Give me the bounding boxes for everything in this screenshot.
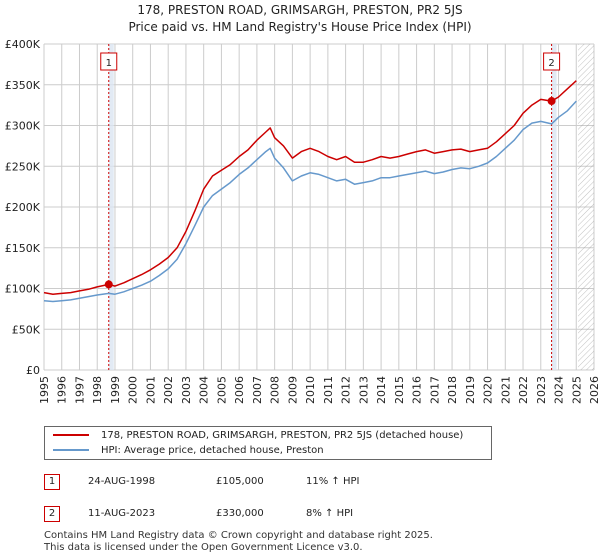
x-tick-label: 2025 [570, 376, 583, 404]
marker-box [100, 52, 118, 71]
x-tick-label: 2015 [393, 376, 406, 404]
legend-hpi-swatch [53, 449, 89, 451]
x-tick-label: 2007 [251, 376, 264, 404]
legend-item-hpi: HPI: Average price, detached house, Pres… [53, 443, 324, 459]
x-tick-label: 2013 [357, 376, 370, 404]
x-tick-label: 2003 [180, 376, 193, 404]
property-price-line [43, 80, 577, 295]
x-tick-label: 2000 [127, 376, 140, 404]
x-tick-label: 1996 [56, 376, 69, 404]
chart-legend: 178, PRESTON ROAD, GRIMSARGH, PRESTON, P… [44, 426, 492, 460]
legend-item-property: 178, PRESTON ROAD, GRIMSARGH, PRESTON, P… [53, 428, 463, 444]
x-tick-label: 1995 [38, 376, 51, 404]
x-tick-label: 2020 [482, 376, 495, 404]
attribution-footer: Contains HM Land Registry data © Crown c… [44, 530, 433, 554]
footer-copyright: Contains HM Land Registry data © Crown c… [44, 530, 433, 541]
transaction-hpi-diff: 8% ↑ HPI [306, 508, 354, 519]
x-tick-label: 2023 [535, 376, 548, 404]
marker-band [551, 44, 557, 370]
y-tick-label: £0 [26, 364, 40, 377]
y-tick-label: £100K [5, 283, 41, 296]
y-tick-label: £150K [5, 242, 41, 255]
transaction-date: 11-AUG-2023 [88, 508, 156, 519]
marker-number: 1 [106, 58, 112, 69]
future-hatch-region [578, 44, 594, 370]
x-tick-label: 2012 [340, 376, 353, 404]
transaction-number-badge: 1 [44, 474, 60, 490]
footer-licence: This data is licensed under the Open Gov… [44, 542, 363, 553]
x-tick-label: 2006 [233, 376, 246, 404]
y-tick-label: £250K [5, 160, 41, 173]
chart-title-address: 178, PRESTON ROAD, GRIMSARGH, PRESTON, P… [137, 3, 463, 17]
x-tick-label: 2018 [446, 376, 459, 404]
x-tick-label: 2021 [499, 376, 512, 404]
x-tick-label: 2011 [322, 376, 335, 404]
transaction-row: 2 11-AUG-2023 £330,000 8% ↑ HPI [44, 506, 484, 524]
transaction-date: 24-AUG-1998 [88, 476, 156, 487]
x-tick-label: 2019 [464, 376, 477, 404]
y-tick-label: £300K [5, 120, 41, 133]
x-tick-label: 2001 [144, 376, 157, 404]
legend-property-swatch [53, 434, 89, 436]
marker-band [108, 44, 114, 370]
x-tick-label: 1999 [109, 376, 122, 404]
x-tick-label: 2009 [286, 376, 299, 404]
x-tick-label: 2008 [269, 376, 282, 404]
transaction-price: £105,000 [216, 476, 264, 487]
x-tick-label: 2016 [411, 376, 424, 404]
x-tick-label: 2004 [198, 376, 211, 404]
hpi-line [43, 100, 577, 303]
sale-point [104, 280, 113, 289]
price-chart: 1 2 £0 £50K £100K £150K £200K £250K £300K £350K £4… [5, 38, 600, 404]
y-tick-label: £50K [12, 323, 41, 336]
x-tick-label: 2024 [553, 376, 566, 404]
x-tick-label: 2002 [162, 376, 175, 404]
marker-box [543, 52, 561, 71]
transaction-row: 1 24-AUG-1998 £105,000 11% ↑ HPI [44, 474, 484, 492]
legend-property-label: 178, PRESTON ROAD, GRIMSARGH, PRESTON, P… [101, 430, 464, 441]
y-tick-label: £400K [5, 38, 41, 51]
x-tick-label: 2005 [215, 376, 228, 404]
sale-point [547, 97, 556, 106]
marker-label-box: 2 [543, 52, 561, 71]
x-tick-label: 2017 [428, 376, 441, 404]
x-tick-label: 2010 [304, 376, 317, 404]
transaction-hpi-diff: 11% ↑ HPI [306, 476, 360, 487]
x-tick-label: 2026 [588, 376, 600, 404]
marker-number: 2 [548, 58, 554, 69]
transaction-price: £330,000 [216, 508, 264, 519]
chart-title-subtitle: Price paid vs. HM Land Registry's House … [128, 20, 472, 34]
transaction-number-badge: 2 [44, 506, 60, 522]
y-tick-label: £350K [5, 79, 41, 92]
x-tick-label: 1998 [91, 376, 104, 404]
x-tick-label: 2022 [517, 376, 530, 404]
y-tick-label: £200K [5, 201, 41, 214]
x-tick-label: 2014 [375, 376, 388, 404]
marker-label-box: 1 [100, 52, 118, 71]
x-tick-label: 1997 [73, 376, 86, 404]
legend-hpi-label: HPI: Average price, detached house, Pres… [101, 445, 324, 456]
